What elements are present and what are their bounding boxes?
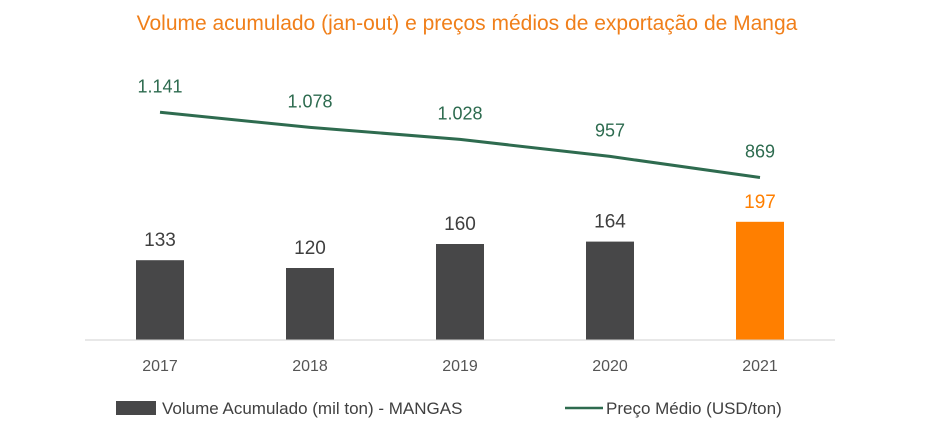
legend-label-price: Preço Médio (USD/ton) (606, 399, 782, 418)
bar-value-label-2019: 160 (444, 214, 476, 235)
x-tick-label-2018: 2018 (292, 358, 328, 375)
bar-2017 (136, 260, 184, 340)
bar-2019 (436, 244, 484, 340)
chart-title: Volume acumulado (jan-out) e preços médi… (137, 12, 798, 35)
legend-swatch-volume (116, 401, 156, 415)
line-value-label-2020: 957 (595, 120, 625, 140)
bar-2021 (736, 221, 784, 340)
line-value-label-2018: 1.078 (287, 91, 332, 111)
x-tick-label-2020: 2020 (592, 358, 628, 375)
line-value-label-2017: 1.141 (137, 76, 182, 96)
bar-value-label-2018: 120 (294, 238, 326, 259)
legend: Volume Acumulado (mil ton) - MANGAS Preç… (116, 399, 782, 418)
x-tick-label-2019: 2019 (442, 358, 478, 375)
line-series: 1.141 1.078 1.028 957 869 (137, 76, 775, 180)
bar-series: 133 120 160 164 197 (136, 192, 784, 340)
bar-2018 (286, 268, 334, 340)
x-tick-label-2017: 2017 (142, 358, 178, 375)
bar-2020 (586, 241, 634, 340)
x-axis-ticks: 2017 2018 2019 2020 2021 (142, 358, 778, 375)
bar-value-label-2017: 133 (144, 230, 176, 251)
line-value-label-2021: 869 (745, 142, 775, 162)
line-value-label-2019: 1.028 (437, 103, 482, 123)
price-line (159, 110, 761, 180)
bar-value-label-2021: 197 (744, 192, 776, 213)
bar-value-label-2020: 164 (594, 212, 626, 233)
legend-label-volume: Volume Acumulado (mil ton) - MANGAS (162, 399, 462, 418)
x-tick-label-2021: 2021 (742, 358, 778, 375)
